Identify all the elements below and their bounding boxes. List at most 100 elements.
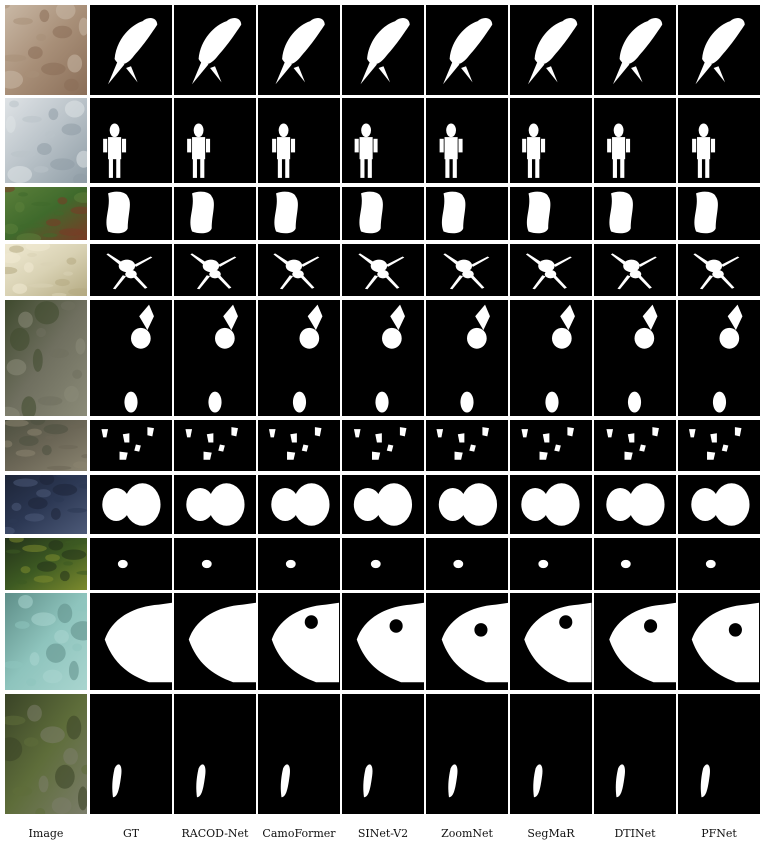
mask-gt-row-5 <box>90 300 172 416</box>
mask-gt-row-7 <box>90 475 172 534</box>
mask-sinet-v2-row-6 <box>342 420 424 471</box>
mask-gt-row-10 <box>90 694 172 814</box>
input-photo-row-10 <box>5 694 87 814</box>
mask-zoomnet-row-1 <box>426 5 508 95</box>
mask-racod-net-row-7 <box>174 475 256 534</box>
mask-segmar-row-3 <box>510 187 592 240</box>
mask-dtinet-row-2 <box>594 98 676 183</box>
mask-dtinet-row-7 <box>594 475 676 534</box>
mask-zoomnet-row-3 <box>426 187 508 240</box>
input-photo-row-2 <box>5 98 87 183</box>
mask-camoformer-row-9 <box>258 593 340 690</box>
mask-segmar-row-8 <box>510 538 592 590</box>
mask-zoomnet-row-4 <box>426 244 508 296</box>
mask-zoomnet-row-8 <box>426 538 508 590</box>
mask-camoformer-row-1 <box>258 5 340 95</box>
mask-segmar-row-10 <box>510 694 592 814</box>
mask-gt-row-3 <box>90 187 172 240</box>
mask-sinet-v2-row-10 <box>342 694 424 814</box>
mask-camoformer-row-5 <box>258 300 340 416</box>
mask-pfnet-row-3 <box>678 187 760 240</box>
mask-segmar-row-6 <box>510 420 592 471</box>
column-label-gt: GT <box>122 827 140 840</box>
mask-sinet-v2-row-8 <box>342 538 424 590</box>
mask-racod-net-row-6 <box>174 420 256 471</box>
input-photo-row-4 <box>5 244 87 296</box>
input-photo-row-8 <box>5 538 87 590</box>
mask-sinet-v2-row-5 <box>342 300 424 416</box>
mask-racod-net-row-9 <box>174 593 256 690</box>
mask-camoformer-row-10 <box>258 694 340 814</box>
mask-dtinet-row-6 <box>594 420 676 471</box>
column-label-racod-net: RACOD-Net <box>181 827 249 840</box>
mask-pfnet-row-6 <box>678 420 760 471</box>
column-label-sinet-v2: SINet-V2 <box>357 827 409 840</box>
input-photo-row-1 <box>5 5 87 95</box>
mask-racod-net-row-3 <box>174 187 256 240</box>
mask-racod-net-row-4 <box>174 244 256 296</box>
mask-sinet-v2-row-7 <box>342 475 424 534</box>
column-label-segmar: SegMaR <box>527 827 575 840</box>
input-photo-row-6 <box>5 420 87 471</box>
mask-camoformer-row-8 <box>258 538 340 590</box>
mask-segmar-row-2 <box>510 98 592 183</box>
input-photo-row-3 <box>5 187 87 240</box>
mask-racod-net-row-5 <box>174 300 256 416</box>
mask-dtinet-row-9 <box>594 593 676 690</box>
mask-segmar-row-7 <box>510 475 592 534</box>
mask-gt-row-8 <box>90 538 172 590</box>
mask-segmar-row-4 <box>510 244 592 296</box>
input-photo-row-5 <box>5 300 87 416</box>
mask-pfnet-row-4 <box>678 244 760 296</box>
input-photo-row-7 <box>5 475 87 534</box>
mask-gt-row-1 <box>90 5 172 95</box>
mask-segmar-row-1 <box>510 5 592 95</box>
mask-camoformer-row-6 <box>258 420 340 471</box>
mask-dtinet-row-5 <box>594 300 676 416</box>
mask-dtinet-row-10 <box>594 694 676 814</box>
mask-racod-net-row-8 <box>174 538 256 590</box>
mask-gt-row-4 <box>90 244 172 296</box>
mask-dtinet-row-1 <box>594 5 676 95</box>
mask-sinet-v2-row-2 <box>342 98 424 183</box>
mask-pfnet-row-10 <box>678 694 760 814</box>
mask-camoformer-row-2 <box>258 98 340 183</box>
input-photo-row-9 <box>5 593 87 690</box>
mask-segmar-row-5 <box>510 300 592 416</box>
column-label-dtinet: DTINet <box>614 827 656 840</box>
column-label-image: Image <box>28 827 64 840</box>
mask-gt-row-2 <box>90 98 172 183</box>
mask-camoformer-row-3 <box>258 187 340 240</box>
mask-pfnet-row-8 <box>678 538 760 590</box>
mask-zoomnet-row-10 <box>426 694 508 814</box>
mask-camoformer-row-4 <box>258 244 340 296</box>
mask-dtinet-row-4 <box>594 244 676 296</box>
mask-pfnet-row-5 <box>678 300 760 416</box>
mask-dtinet-row-8 <box>594 538 676 590</box>
mask-segmar-row-9 <box>510 593 592 690</box>
mask-pfnet-row-7 <box>678 475 760 534</box>
mask-dtinet-row-3 <box>594 187 676 240</box>
column-label-pfnet: PFNet <box>701 827 737 840</box>
mask-sinet-v2-row-1 <box>342 5 424 95</box>
mask-sinet-v2-row-3 <box>342 187 424 240</box>
mask-zoomnet-row-9 <box>426 593 508 690</box>
mask-racod-net-row-10 <box>174 694 256 814</box>
mask-racod-net-row-2 <box>174 98 256 183</box>
mask-pfnet-row-2 <box>678 98 760 183</box>
mask-camoformer-row-7 <box>258 475 340 534</box>
mask-gt-row-6 <box>90 420 172 471</box>
column-label-zoomnet: ZoomNet <box>441 827 493 840</box>
mask-gt-row-9 <box>90 593 172 690</box>
mask-zoomnet-row-2 <box>426 98 508 183</box>
mask-pfnet-row-9 <box>678 593 760 690</box>
mask-sinet-v2-row-4 <box>342 244 424 296</box>
mask-racod-net-row-1 <box>174 5 256 95</box>
mask-sinet-v2-row-9 <box>342 593 424 690</box>
mask-pfnet-row-1 <box>678 5 760 95</box>
mask-zoomnet-row-5 <box>426 300 508 416</box>
column-label-camoformer: CamoFormer <box>262 827 336 840</box>
mask-zoomnet-row-7 <box>426 475 508 534</box>
mask-zoomnet-row-6 <box>426 420 508 471</box>
